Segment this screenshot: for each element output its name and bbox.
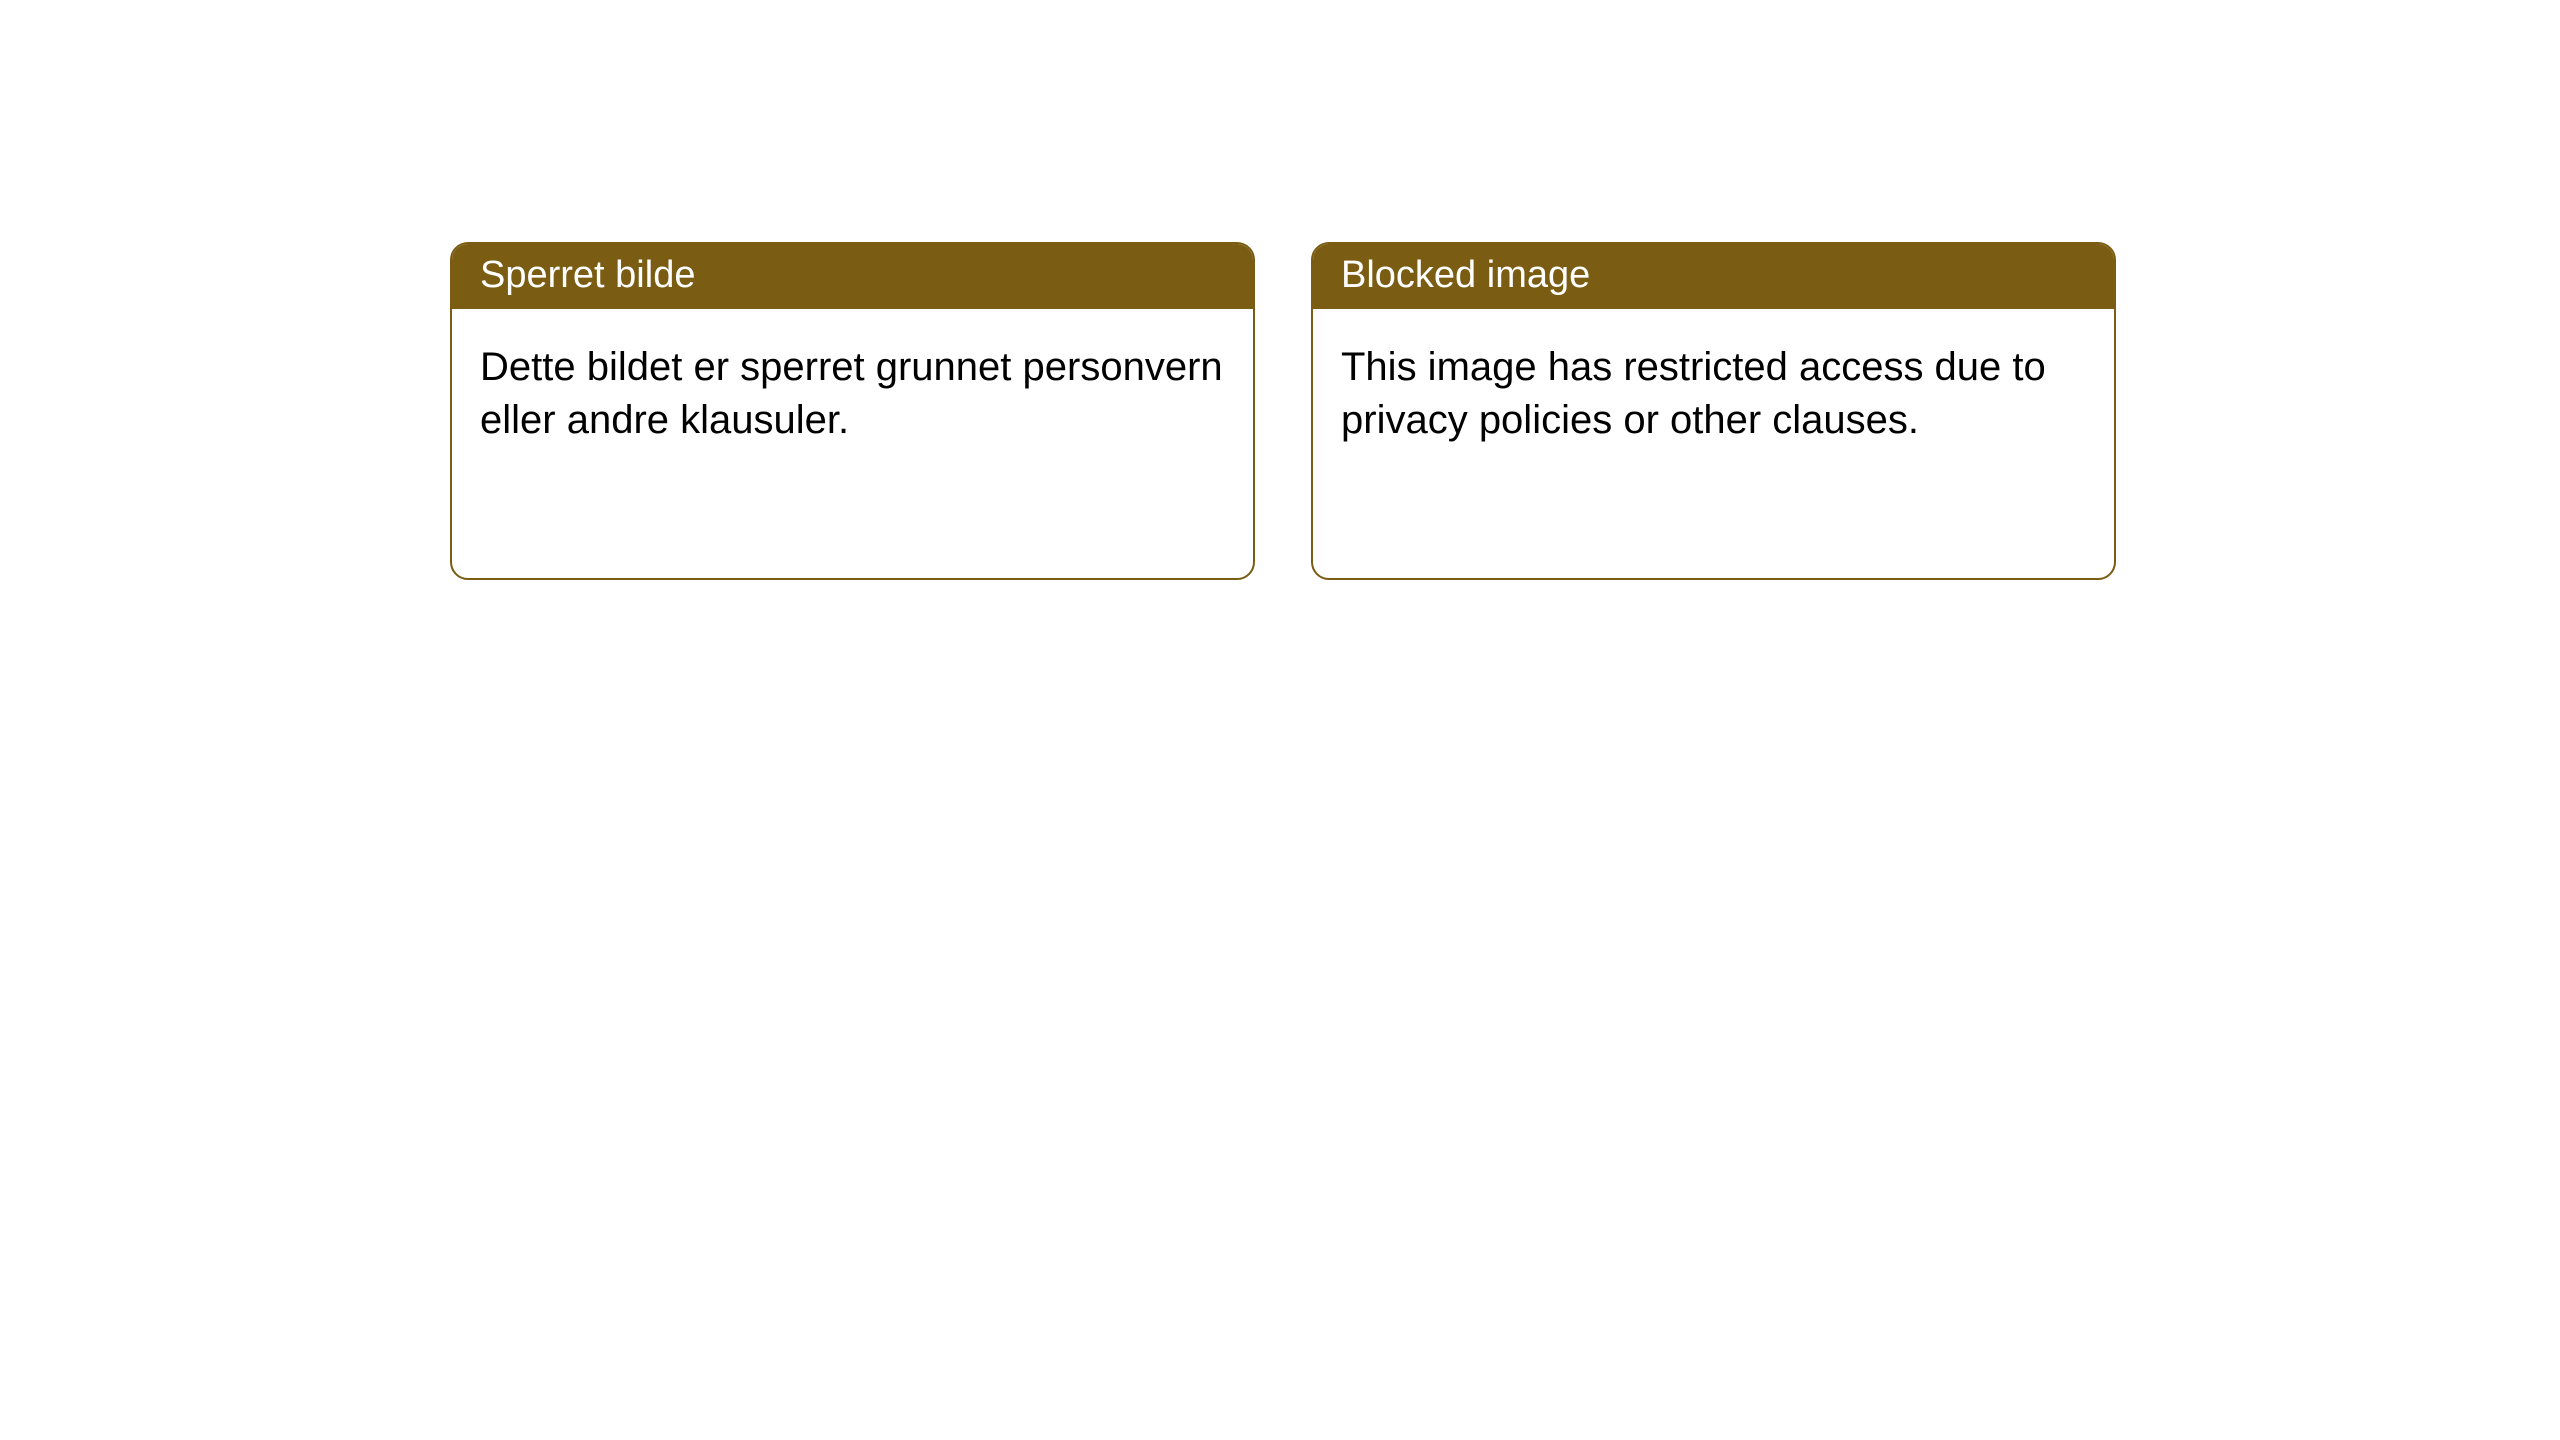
notice-body: Dette bildet er sperret grunnet personve… bbox=[452, 309, 1253, 479]
notice-card-norwegian: Sperret bilde Dette bildet er sperret gr… bbox=[450, 242, 1255, 580]
notice-header: Blocked image bbox=[1313, 244, 2114, 309]
notice-header: Sperret bilde bbox=[452, 244, 1253, 309]
notice-body: This image has restricted access due to … bbox=[1313, 309, 2114, 479]
notice-card-english: Blocked image This image has restricted … bbox=[1311, 242, 2116, 580]
notice-container: Sperret bilde Dette bildet er sperret gr… bbox=[0, 0, 2560, 580]
